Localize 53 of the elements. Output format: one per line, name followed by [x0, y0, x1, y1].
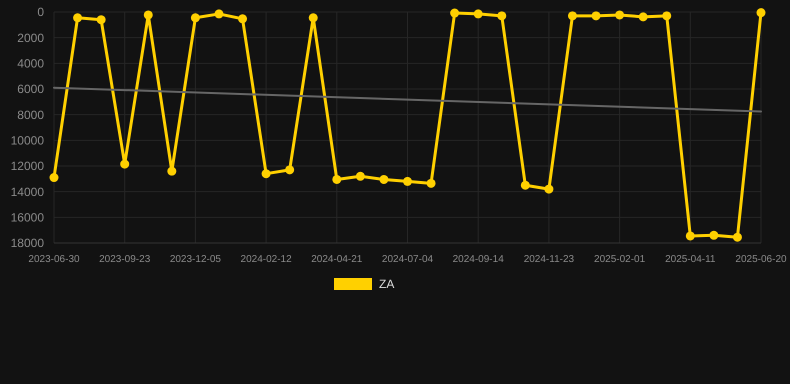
point	[450, 8, 460, 18]
point	[167, 166, 176, 176]
point	[308, 13, 318, 22]
legend-label: ZA	[379, 277, 394, 292]
point	[379, 174, 388, 184]
point	[662, 11, 672, 20]
point	[709, 230, 718, 240]
x-tick-label: 2025-04-11	[665, 254, 716, 265]
point	[756, 8, 766, 18]
point	[238, 14, 248, 24]
point	[356, 172, 365, 181]
point	[332, 174, 342, 184]
x-tick-label: 2023-06-30	[28, 254, 80, 265]
y-tick-label: 14000	[10, 184, 44, 199]
y-tick-label: 12000	[10, 159, 44, 174]
x-tick-label: 2023-09-23	[99, 254, 151, 265]
x-tick-label: 2023-12-05	[170, 254, 222, 265]
point	[638, 12, 648, 22]
point	[285, 165, 294, 174]
point	[50, 173, 58, 182]
point	[403, 176, 412, 186]
point	[592, 11, 601, 20]
point	[96, 15, 106, 24]
point	[144, 10, 153, 20]
point	[568, 11, 577, 20]
point	[497, 11, 506, 20]
point	[686, 231, 695, 240]
point	[732, 232, 742, 242]
point	[73, 13, 82, 22]
point	[214, 9, 224, 18]
point	[544, 184, 554, 194]
point	[426, 178, 436, 188]
y-tick-label: 2000	[17, 30, 44, 45]
point	[474, 9, 483, 18]
point	[262, 169, 271, 178]
x-tick-label: 2024-07-04	[382, 254, 434, 265]
x-tick-label: 2025-02-01	[594, 254, 646, 265]
y-tick-label: 4000	[17, 56, 44, 71]
y-tick-label: 6000	[17, 82, 44, 96]
y-tick-label: 16000	[10, 210, 44, 225]
y-tick-label: 8000	[17, 108, 44, 122]
y-tick-label: 10000	[10, 134, 44, 148]
x-tick-label: 2024-02-12	[240, 254, 292, 265]
x-tick-label: 2024-09-14	[452, 254, 504, 265]
point	[615, 10, 624, 20]
x-tick-label: 2024-11-23	[524, 254, 575, 265]
point	[520, 180, 530, 190]
y-tick-label: 18000	[10, 236, 44, 250]
y-tick-label: 0	[37, 5, 44, 20]
x-tick-label: 2024-04-21	[311, 254, 363, 265]
point	[120, 160, 130, 169]
point	[190, 13, 200, 22]
x-tick-label: 2025-06-20	[735, 254, 788, 265]
